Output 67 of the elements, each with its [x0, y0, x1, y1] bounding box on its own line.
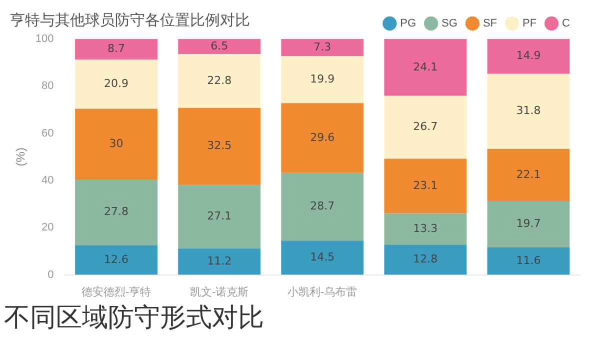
- bar: [487, 148, 570, 201]
- bar: [384, 213, 467, 245]
- x-tick-label: 德安德烈-亨特: [81, 285, 152, 298]
- bar: [487, 200, 570, 248]
- x-tick-label: 小凯利-乌布雷: [288, 285, 358, 298]
- bar: [384, 158, 467, 214]
- bar: [75, 180, 158, 246]
- x-tick-label: 凯文-诺克斯: [190, 285, 249, 298]
- bar: [281, 56, 364, 104]
- bar: [487, 74, 570, 149]
- legend-label: SF: [482, 18, 498, 30]
- data-label: 19.7: [516, 217, 541, 230]
- data-label: 22.8: [207, 74, 232, 87]
- bar: [178, 54, 261, 108]
- bar: [384, 39, 467, 96]
- text: 不同区域防守形式对比: [4, 302, 264, 334]
- bar: [384, 96, 467, 159]
- legend-label: PG: [400, 18, 416, 30]
- bar: [281, 172, 364, 241]
- chart-title: 亨特与其他球员防守各位置比例对比: [10, 12, 250, 30]
- legend-label: C: [562, 18, 570, 30]
- data-label: 27.8: [104, 205, 129, 218]
- bar: [281, 103, 364, 173]
- bar: [75, 108, 158, 180]
- bar: [281, 240, 364, 275]
- y-tick-label: 100: [35, 33, 54, 46]
- legend-label: PF: [522, 18, 537, 30]
- data-label: 6.5: [210, 39, 228, 52]
- data-label: 27.1: [207, 209, 232, 222]
- bar: [178, 184, 261, 248]
- data-label: 30: [109, 137, 124, 150]
- data-label: 19.9: [310, 72, 335, 86]
- bar: [487, 39, 570, 74]
- y-tick-label: 20: [42, 222, 54, 234]
- data-label: 24.1: [413, 60, 438, 74]
- data-label: 11.2: [207, 254, 232, 268]
- data-label: 12.6: [104, 252, 129, 266]
- bar: [178, 108, 261, 184]
- data-label: 12.8: [413, 252, 438, 266]
- y-tick-label: 40: [42, 174, 54, 187]
- bar: [75, 245, 158, 275]
- bar: [178, 39, 261, 54]
- data-label: 26.7: [413, 120, 438, 134]
- data-label: 8.7: [108, 42, 126, 56]
- y-axis-title: (%): [14, 148, 28, 166]
- y-tick-label: 60: [42, 127, 54, 140]
- data-label: 32.5: [207, 139, 232, 152]
- bar: [75, 60, 158, 109]
- data-label: 14.5: [310, 250, 335, 264]
- bar: [178, 248, 261, 275]
- data-label: 13.3: [413, 222, 438, 235]
- data-label: 14.9: [516, 49, 541, 62]
- data-label: 11.6: [516, 254, 541, 267]
- y-tick-label: 0: [48, 268, 54, 281]
- bar: [487, 247, 570, 275]
- data-label: 23.1: [413, 178, 438, 192]
- y-tick-label: 80: [42, 80, 54, 92]
- data-label: 29.6: [310, 130, 335, 144]
- bar: [75, 39, 158, 60]
- bar: [281, 39, 364, 56]
- data-label: 20.9: [104, 77, 129, 90]
- data-label: 28.7: [310, 200, 335, 213]
- legend-label: SG: [442, 18, 458, 30]
- data-label: 22.1: [516, 168, 541, 181]
- data-label: 7.3: [314, 40, 332, 54]
- data-label: 31.8: [516, 104, 541, 118]
- bar: [384, 244, 467, 275]
